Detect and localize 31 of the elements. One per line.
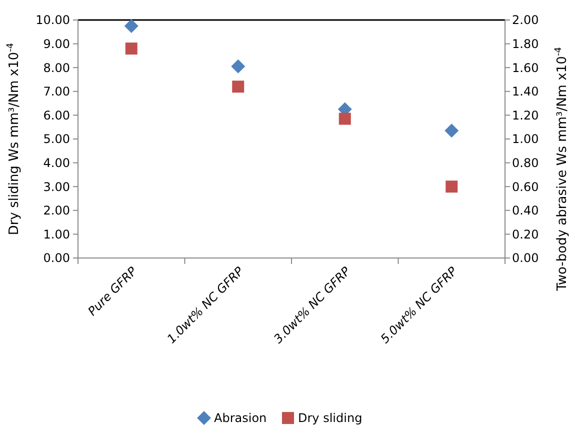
y2-tick-label: 2.00: [512, 13, 539, 28]
point: [446, 180, 458, 193]
y-tick-label: 6.00: [43, 108, 70, 122]
y2-tick-label: 0.60: [512, 180, 539, 194]
y-tick-label: 0.00: [43, 251, 70, 266]
y2-tick-label: 1.60: [512, 60, 539, 75]
y-tick-label: 10.00: [36, 13, 70, 28]
point: [125, 42, 138, 55]
y2-tick-label: 0.40: [512, 204, 539, 218]
legend-label: Abrasion: [214, 411, 267, 426]
legend-label: Dry sliding: [298, 411, 362, 426]
y2-tick-label: 1.80: [512, 37, 539, 51]
y-tick-label: 9.00: [43, 37, 70, 51]
point: [231, 59, 246, 74]
y-tick-label: 5.00: [43, 132, 70, 146]
point: [124, 18, 138, 33]
point: [338, 112, 351, 125]
y-tick-label: 8.00: [43, 60, 70, 75]
y2-tick-label: 0.00: [512, 251, 539, 266]
y2-tick-label: 1.40: [512, 84, 539, 99]
y-tick-label: 1.00: [43, 227, 70, 242]
y2-tick-label: 1.00: [512, 132, 539, 146]
y-tick-label: 7.00: [43, 84, 70, 99]
point: [232, 80, 244, 93]
y-tick-label: 4.00: [43, 156, 70, 170]
y-tick-label: 3.00: [43, 180, 70, 194]
y-tick-label: 2.00: [43, 204, 70, 218]
point: [444, 124, 459, 138]
y2-tick-label: 0.20: [512, 227, 539, 242]
y2-tick-label: 0.80: [512, 156, 539, 170]
y2-tick-label: 1.20: [512, 108, 539, 122]
